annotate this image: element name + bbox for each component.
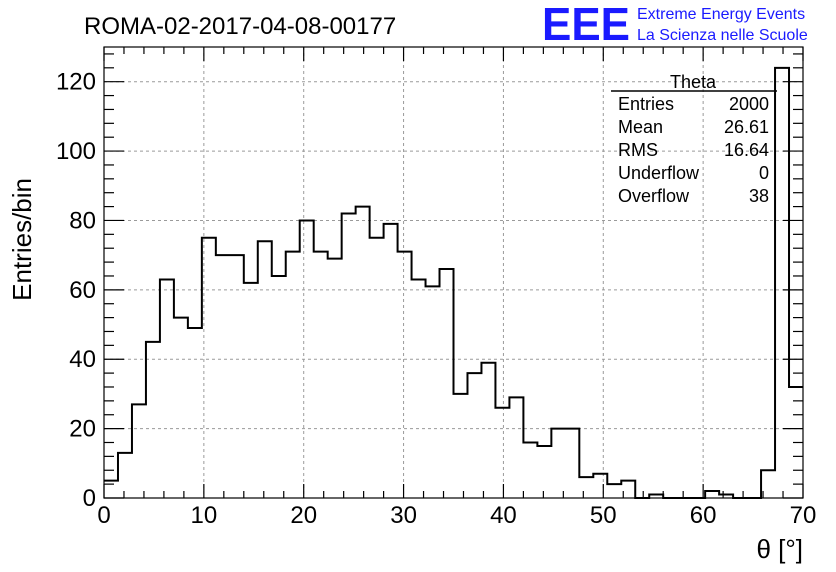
stats-box: Theta Entries 2000 Mean 26.61 RMS 16.64 … <box>611 72 777 206</box>
y-tick-labels: 0 20 40 60 80 100 120 <box>56 69 96 512</box>
y-tick-label: 0 <box>83 485 96 512</box>
stats-label-overflow: Overflow <box>618 186 690 206</box>
x-axis-label: θ [°] <box>756 534 803 564</box>
logo-line-2: La Scienza nelle Scuole <box>637 27 808 44</box>
x-tick-label: 60 <box>690 502 717 529</box>
histogram-outline <box>104 66 803 499</box>
stats-label-underflow: Underflow <box>618 163 700 183</box>
x-tick-label: 40 <box>490 502 517 529</box>
eee-logo: EEE Extreme Energy Events La Scienza nel… <box>542 0 808 50</box>
stats-value-rms: 16.64 <box>724 140 769 160</box>
y-tick-label: 60 <box>69 277 96 304</box>
x-tick-label: 20 <box>290 502 317 529</box>
stats-label-entries: Entries <box>618 94 674 114</box>
x-tick-label: 70 <box>790 502 817 529</box>
x-tick-label: 30 <box>390 502 417 529</box>
y-tick-label: 120 <box>56 69 96 96</box>
y-tick-label: 20 <box>69 416 96 443</box>
stats-value-overflow: 38 <box>749 186 769 206</box>
x-tick-label: 0 <box>97 502 110 529</box>
y-axis-label: Entries/bin <box>7 178 37 301</box>
x-tick-label: 50 <box>590 502 617 529</box>
logo-mark: EEE <box>542 0 630 50</box>
x-tick-label: 10 <box>191 502 218 529</box>
chart-title: ROMA-02-2017-04-08-00177 <box>84 13 396 40</box>
stats-title: Theta <box>670 72 717 92</box>
stats-label-rms: RMS <box>618 140 658 160</box>
plot-frame <box>103 46 804 499</box>
axis-ticks <box>103 47 804 499</box>
stats-value-underflow: 0 <box>759 163 769 183</box>
y-tick-label: 100 <box>56 138 96 165</box>
y-tick-label: 40 <box>69 346 96 373</box>
x-tick-labels: 0 10 20 30 40 50 60 70 <box>97 502 816 529</box>
stats-value-mean: 26.61 <box>724 117 769 137</box>
logo-line-1: Extreme Energy Events <box>637 6 805 23</box>
y-tick-label: 80 <box>69 207 96 234</box>
stats-value-entries: 2000 <box>729 94 769 114</box>
stats-label-mean: Mean <box>618 117 663 137</box>
